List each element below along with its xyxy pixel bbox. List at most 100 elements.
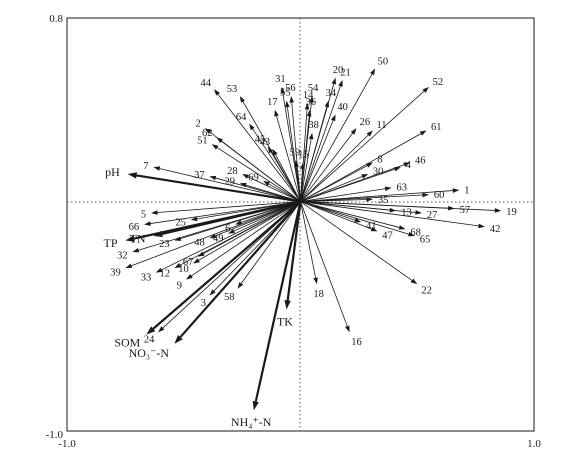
- sample-vector-37: [300, 139, 312, 202]
- sample-vector-60: [300, 133, 422, 202]
- sample-label-0: 1: [464, 185, 469, 196]
- sample-arrowhead-68: [263, 180, 270, 187]
- sample-label-51: 52: [433, 77, 444, 88]
- sample-vector-59: [300, 194, 423, 202]
- sample-label-43: 44: [201, 78, 212, 89]
- sample-arrowhead-26: [415, 210, 422, 215]
- sample-vector-65: [150, 201, 301, 224]
- sample-label-49: 50: [378, 57, 389, 68]
- sample-label-46: 47: [382, 231, 393, 242]
- sample-label-66: 67: [183, 257, 194, 268]
- env-vector-4: [179, 200, 302, 338]
- sample-arrowhead-11: [174, 263, 182, 269]
- sample-arrowhead-9: [193, 258, 200, 264]
- sample-label-67: 68: [410, 227, 421, 238]
- sample-arrowhead-56: [448, 205, 455, 211]
- sample-label-62: 63: [397, 182, 408, 193]
- sample-arrowhead-21: [410, 278, 418, 285]
- sample-vector-52: [242, 101, 301, 202]
- sample-vector-48: [233, 201, 301, 232]
- sample-label-6: 7: [143, 161, 148, 172]
- sample-arrowhead-3: [394, 167, 401, 172]
- y-tick-top: 0.8: [49, 13, 63, 25]
- sample-label-42: 43: [260, 137, 271, 148]
- sample-label-56: 57: [460, 205, 471, 216]
- sample-vector-16: [276, 115, 301, 202]
- sample-vector-46: [300, 201, 372, 230]
- sample-vector-38: [131, 201, 301, 267]
- sample-label-55: 56: [285, 83, 296, 94]
- sample-arrowhead-58: [294, 160, 299, 167]
- sample-label-32: 33: [141, 273, 152, 284]
- sample-label-37: 38: [308, 120, 319, 131]
- sample-vector-50: [217, 147, 301, 202]
- sample-arrowhead-48: [228, 228, 235, 234]
- sample-label-60: 61: [431, 122, 442, 133]
- sample-label-41: 42: [490, 224, 501, 235]
- env-label-0: pH: [105, 165, 120, 179]
- sample-vector-61: [221, 140, 301, 202]
- env-arrowhead-3: [146, 326, 156, 335]
- sample-label-50: 51: [197, 135, 208, 146]
- sample-label-21: 22: [421, 285, 432, 296]
- sample-vector-9: [198, 201, 301, 261]
- sample-label-40: 41: [366, 221, 377, 232]
- sample-vector-33: [300, 106, 328, 202]
- sample-label-64: 65: [420, 235, 431, 246]
- env-arrowhead-6: [252, 400, 259, 411]
- sample-arrowhead-36: [209, 175, 217, 181]
- sample-label-24: 25: [175, 217, 186, 228]
- sample-label-7: 8: [377, 154, 382, 165]
- env-label-5: TK: [277, 314, 293, 328]
- env-label-4: NO₃⁻-N: [129, 346, 170, 360]
- sample-vector-20: [300, 85, 341, 202]
- sample-vector-67: [300, 201, 400, 228]
- sample-arrowhead-31: [132, 247, 140, 253]
- sample-label-58: 59: [290, 147, 301, 158]
- sample-arrowhead-13: [304, 102, 310, 110]
- sample-label-2: 3: [201, 298, 206, 309]
- sample-vector-45: [300, 164, 405, 202]
- sample-label-63: 64: [236, 112, 247, 123]
- sample-label-9: 10: [178, 264, 189, 275]
- sample-vector-10: [300, 134, 369, 202]
- sample-arrowhead-62: [384, 186, 392, 192]
- sample-vector-26: [300, 201, 416, 213]
- env-label-2: TN: [130, 232, 146, 246]
- sample-arrowhead-32: [155, 267, 163, 273]
- sample-label-54: 55: [280, 88, 291, 99]
- sample-arrowhead-38: [125, 263, 133, 269]
- sample-arrowhead-29: [361, 174, 369, 179]
- sample-arrowhead-4: [151, 210, 158, 215]
- env-arrowhead-0: [127, 172, 138, 179]
- sample-label-27: 28: [227, 166, 238, 177]
- sample-label-25: 26: [360, 117, 371, 128]
- sample-arrowhead-20: [338, 79, 343, 87]
- sample-label-3: 4: [406, 160, 412, 171]
- sample-vector-58: [296, 166, 301, 202]
- sample-vector-53: [300, 102, 312, 202]
- sample-label-61: 62: [202, 128, 213, 139]
- x-tick-left: -1.0: [58, 438, 76, 450]
- sample-label-8: 9: [177, 281, 182, 292]
- sample-vector-68: [268, 183, 301, 202]
- sample-arrowhead-8: [186, 274, 193, 280]
- env-vector-0: [136, 174, 301, 203]
- sample-arrowhead-37: [308, 132, 314, 140]
- sample-label-65: 66: [129, 222, 140, 233]
- sample-label-10: 11: [376, 120, 386, 131]
- y-tick-bottom: -1.0: [46, 429, 64, 441]
- sample-label-47: 48: [194, 238, 205, 249]
- sample-vector-31: [138, 201, 301, 251]
- sample-vector-4: [157, 201, 301, 213]
- sample-vector-21: [300, 201, 413, 281]
- sample-arrowhead-1: [204, 128, 212, 134]
- x-tick-right: 1.0: [527, 438, 541, 450]
- sample-label-18: 19: [506, 207, 517, 218]
- sample-arrowhead-2: [209, 289, 216, 296]
- sample-label-14: 15: [298, 150, 309, 161]
- sample-arrowhead-39: [330, 114, 336, 122]
- sample-label-53: 54: [308, 83, 319, 94]
- sample-label-48: 49: [213, 233, 224, 244]
- sample-label-38: 39: [110, 267, 121, 278]
